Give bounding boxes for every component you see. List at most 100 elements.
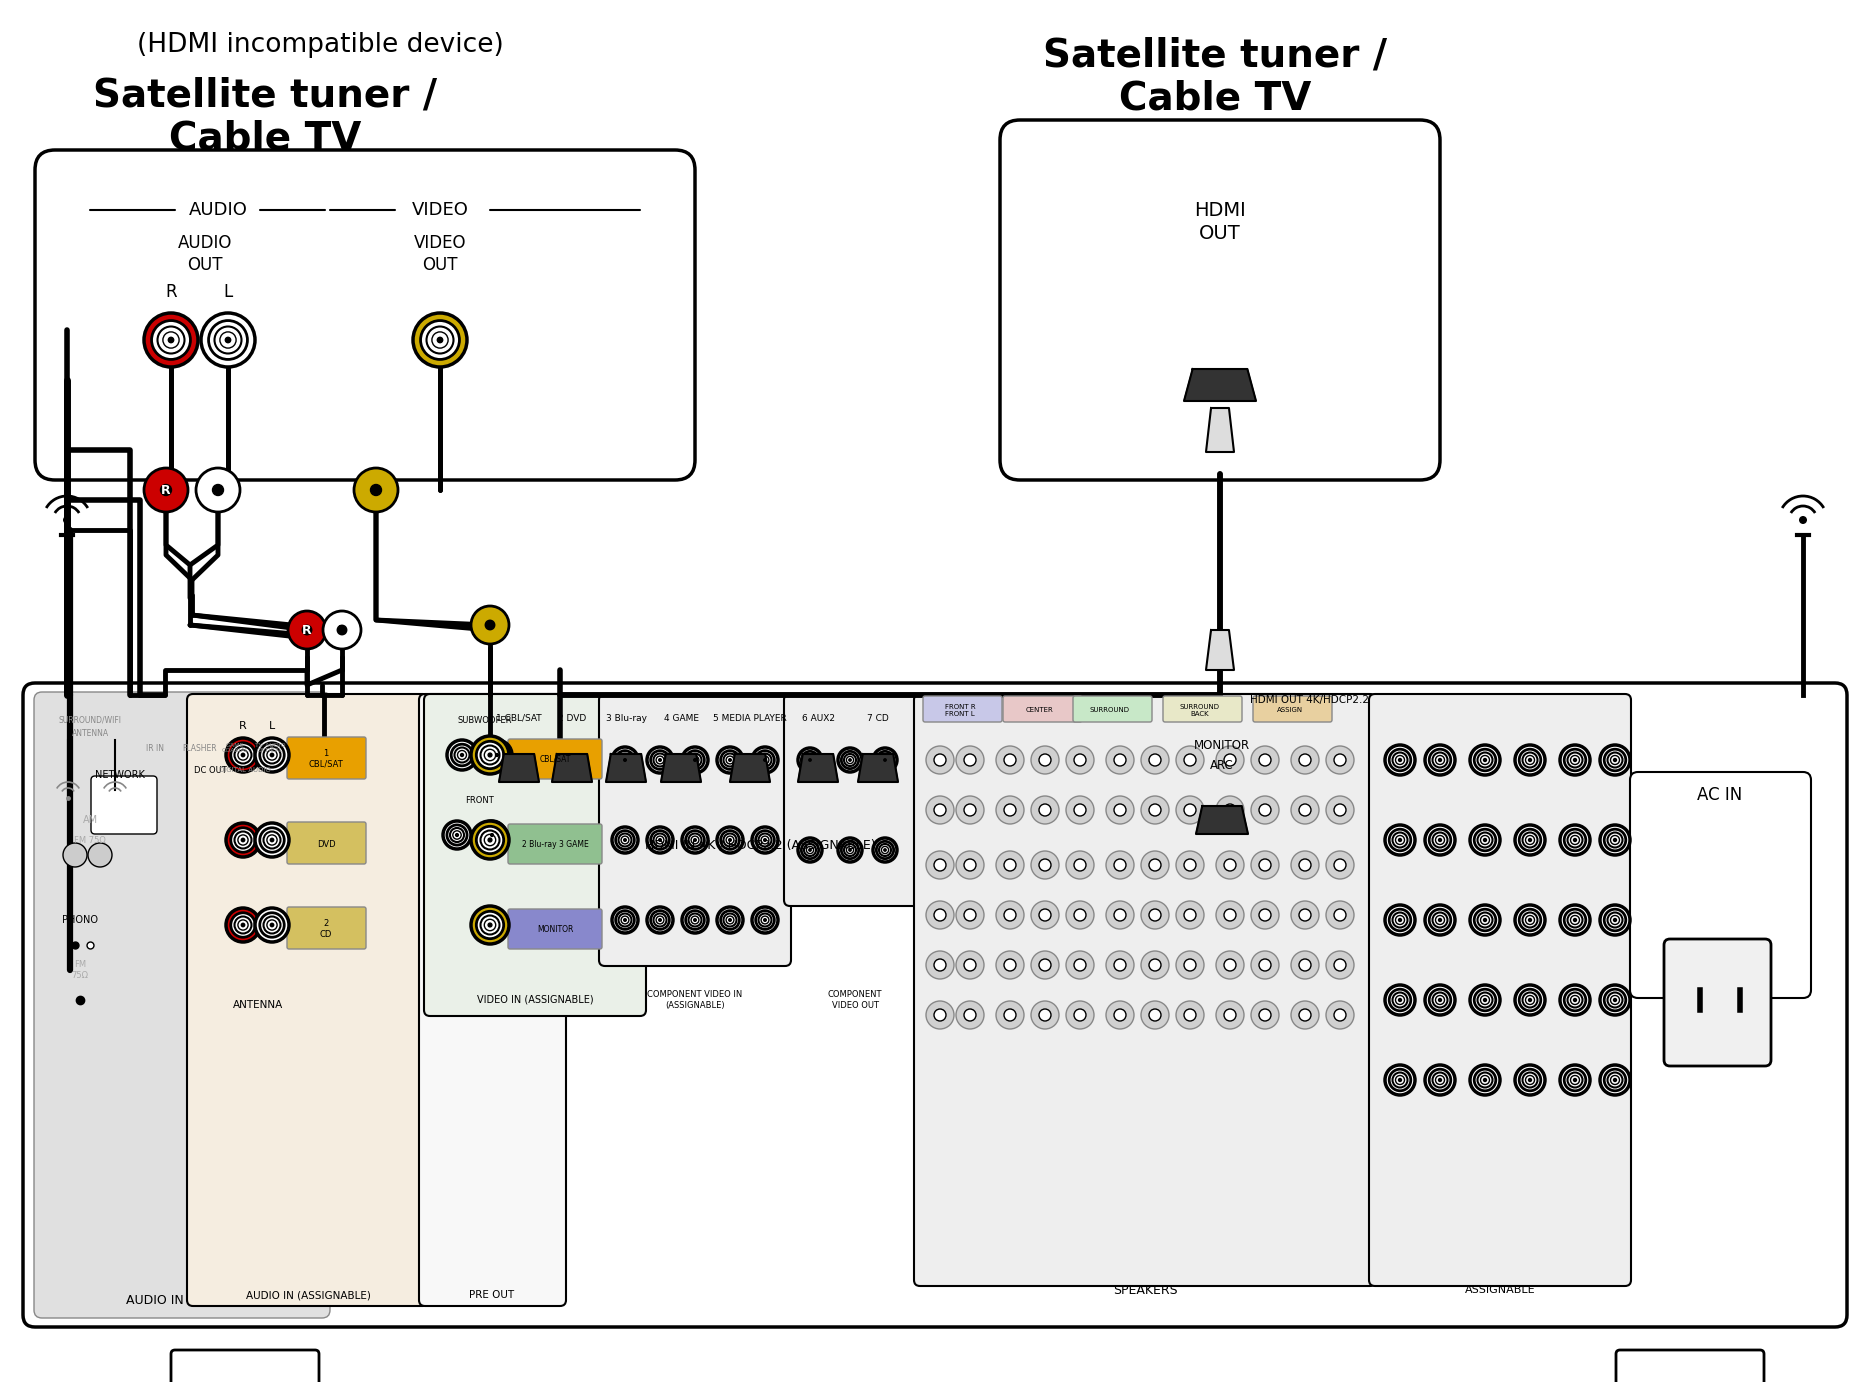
Circle shape [656, 916, 664, 925]
Circle shape [615, 911, 634, 929]
Circle shape [798, 748, 823, 773]
Circle shape [226, 824, 260, 857]
Circle shape [1604, 990, 1625, 1010]
Circle shape [1393, 832, 1408, 847]
Text: R: R [161, 484, 170, 496]
Circle shape [1560, 905, 1590, 936]
Circle shape [254, 908, 290, 943]
FancyBboxPatch shape [286, 907, 367, 949]
Text: SURROUND/WIFI: SURROUND/WIFI [58, 716, 122, 724]
Circle shape [1563, 909, 1586, 931]
Circle shape [1216, 851, 1244, 879]
Circle shape [426, 326, 454, 354]
Circle shape [965, 1009, 976, 1021]
Circle shape [482, 825, 501, 844]
Circle shape [324, 611, 361, 650]
Circle shape [847, 846, 853, 854]
Circle shape [1259, 804, 1272, 815]
Circle shape [1477, 1072, 1492, 1088]
Circle shape [1477, 992, 1492, 1007]
Circle shape [755, 750, 774, 770]
Circle shape [1300, 860, 1311, 871]
Circle shape [1601, 985, 1631, 1014]
Circle shape [477, 911, 503, 938]
Circle shape [1470, 745, 1500, 775]
Circle shape [653, 833, 666, 847]
Circle shape [1225, 755, 1236, 766]
Circle shape [1399, 839, 1401, 842]
Circle shape [1436, 915, 1444, 925]
FancyBboxPatch shape [22, 683, 1848, 1327]
Circle shape [804, 844, 815, 855]
Circle shape [413, 312, 468, 368]
Circle shape [752, 907, 778, 933]
Circle shape [1148, 755, 1161, 766]
Circle shape [1141, 746, 1169, 774]
Circle shape [1184, 1009, 1197, 1021]
Circle shape [1040, 755, 1051, 766]
Circle shape [1608, 1072, 1623, 1088]
Circle shape [688, 914, 701, 926]
Circle shape [752, 826, 778, 853]
Text: 2
CD: 2 CD [320, 919, 333, 938]
Text: OUT: OUT [187, 256, 223, 274]
Circle shape [241, 923, 245, 927]
Circle shape [471, 907, 509, 944]
Circle shape [477, 741, 503, 768]
Circle shape [1567, 753, 1582, 767]
FancyBboxPatch shape [34, 692, 329, 1318]
Circle shape [656, 756, 664, 764]
Text: NETWORK: NETWORK [95, 770, 146, 779]
Circle shape [843, 755, 856, 766]
Circle shape [849, 849, 851, 851]
Circle shape [1526, 756, 1535, 764]
Circle shape [1030, 796, 1058, 824]
Circle shape [611, 907, 638, 933]
Circle shape [625, 839, 626, 842]
FancyBboxPatch shape [1253, 697, 1331, 721]
Circle shape [1432, 912, 1447, 927]
Text: L: L [223, 283, 232, 301]
Circle shape [1528, 759, 1532, 761]
Circle shape [1040, 860, 1051, 871]
Circle shape [1073, 1009, 1086, 1021]
Circle shape [370, 485, 381, 496]
Circle shape [683, 826, 709, 853]
Circle shape [1395, 1075, 1404, 1085]
Circle shape [1571, 1075, 1580, 1085]
Circle shape [1004, 860, 1015, 871]
Circle shape [234, 916, 251, 933]
Circle shape [484, 919, 496, 930]
Circle shape [720, 750, 739, 770]
Circle shape [1399, 999, 1401, 1002]
FancyBboxPatch shape [484, 694, 1156, 876]
Circle shape [1176, 851, 1204, 879]
Circle shape [1393, 1072, 1408, 1088]
Circle shape [726, 916, 733, 925]
Text: ANTENNA: ANTENNA [71, 728, 108, 738]
Circle shape [1610, 915, 1619, 925]
Circle shape [1389, 990, 1410, 1010]
Circle shape [1389, 1070, 1410, 1090]
Circle shape [1073, 755, 1086, 766]
Circle shape [1141, 851, 1169, 879]
FancyBboxPatch shape [1163, 697, 1242, 721]
Circle shape [1518, 749, 1541, 771]
FancyBboxPatch shape [924, 697, 1002, 721]
Text: FLASHER: FLASHER [183, 744, 217, 753]
Circle shape [209, 321, 247, 359]
Circle shape [1389, 909, 1410, 931]
Text: PHONO: PHONO [62, 915, 97, 925]
Text: IR IN: IR IN [146, 744, 165, 753]
Text: SPEAKERS: SPEAKERS [1113, 1284, 1178, 1296]
Circle shape [1438, 759, 1442, 761]
Circle shape [1251, 951, 1279, 978]
Circle shape [234, 832, 251, 849]
Circle shape [1216, 901, 1244, 929]
Circle shape [965, 909, 976, 920]
Circle shape [1481, 1075, 1490, 1085]
Circle shape [1216, 1001, 1244, 1030]
Circle shape [471, 737, 509, 774]
Circle shape [1399, 919, 1401, 922]
Circle shape [157, 326, 185, 354]
